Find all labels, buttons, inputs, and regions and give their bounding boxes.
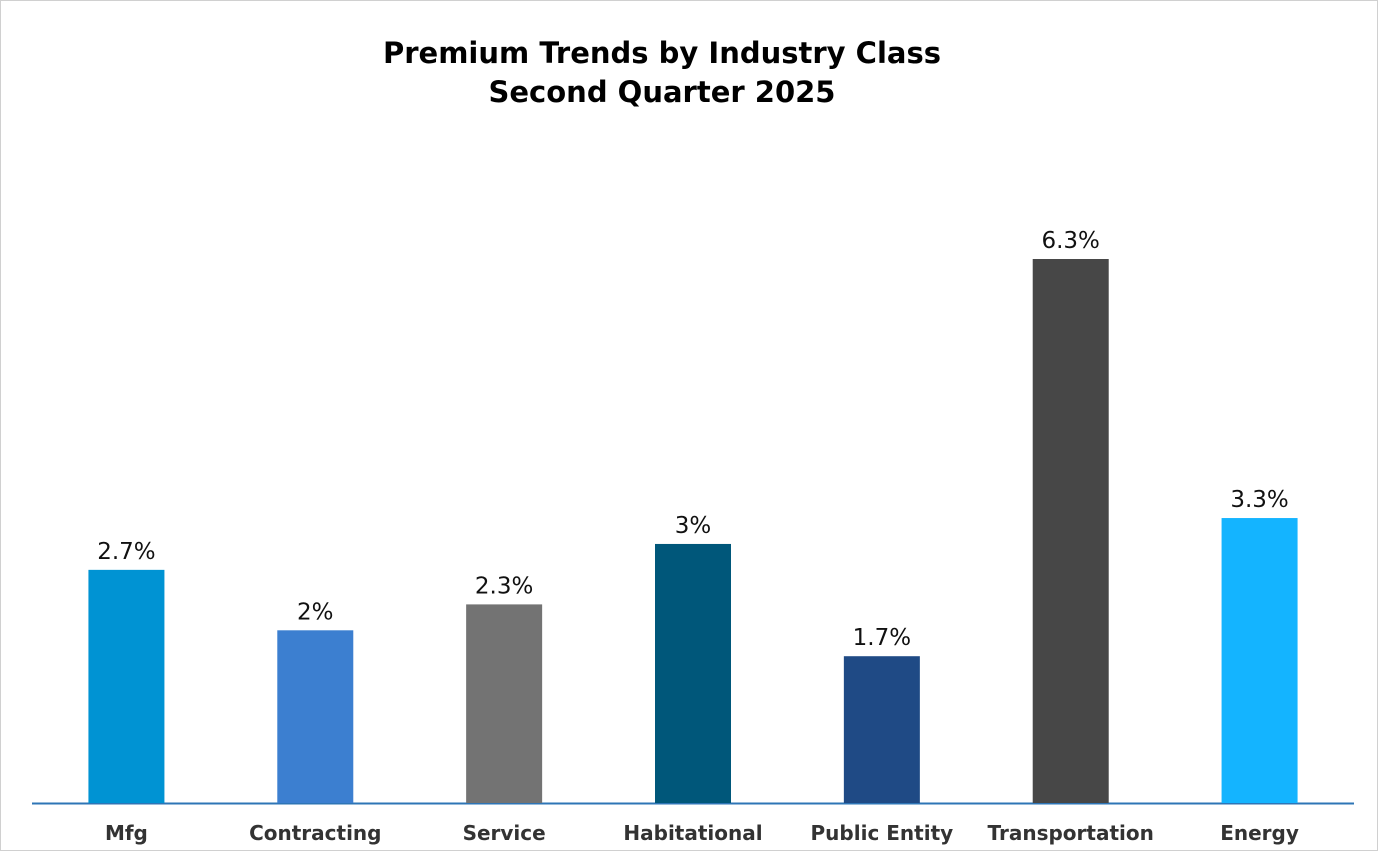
data-label: 2.3% xyxy=(475,573,533,599)
x-tick-label: Service xyxy=(463,821,546,845)
chart-title: Premium Trends by Industry Class xyxy=(382,36,941,70)
x-tick-label: Energy xyxy=(1220,821,1299,845)
bar-habitational xyxy=(655,543,731,803)
data-label: 6.3% xyxy=(1041,228,1099,254)
x-tick-label: Contracting xyxy=(249,821,381,845)
data-label: 2.7% xyxy=(97,539,155,565)
bar-public-entity xyxy=(843,656,920,803)
bar-mfg xyxy=(88,569,165,803)
data-label: 3% xyxy=(675,513,712,539)
data-label: 3.3% xyxy=(1230,487,1288,513)
x-tick-label: Mfg xyxy=(105,821,148,845)
x-tick-label: Transportation xyxy=(988,821,1154,845)
chart-subtitle: Second Quarter 2025 xyxy=(488,75,836,109)
data-label: 1.7% xyxy=(853,625,911,651)
x-tick-label: Habitational xyxy=(623,821,762,845)
bar-contracting xyxy=(277,630,354,803)
bar-energy xyxy=(1221,518,1298,803)
bar-service xyxy=(466,604,543,803)
x-tick-label: Public Entity xyxy=(811,821,954,845)
chart-title-block: Premium Trends by Industry Class Second … xyxy=(1,34,1323,112)
bar-transportation xyxy=(1032,259,1109,803)
data-label: 2% xyxy=(297,599,334,625)
